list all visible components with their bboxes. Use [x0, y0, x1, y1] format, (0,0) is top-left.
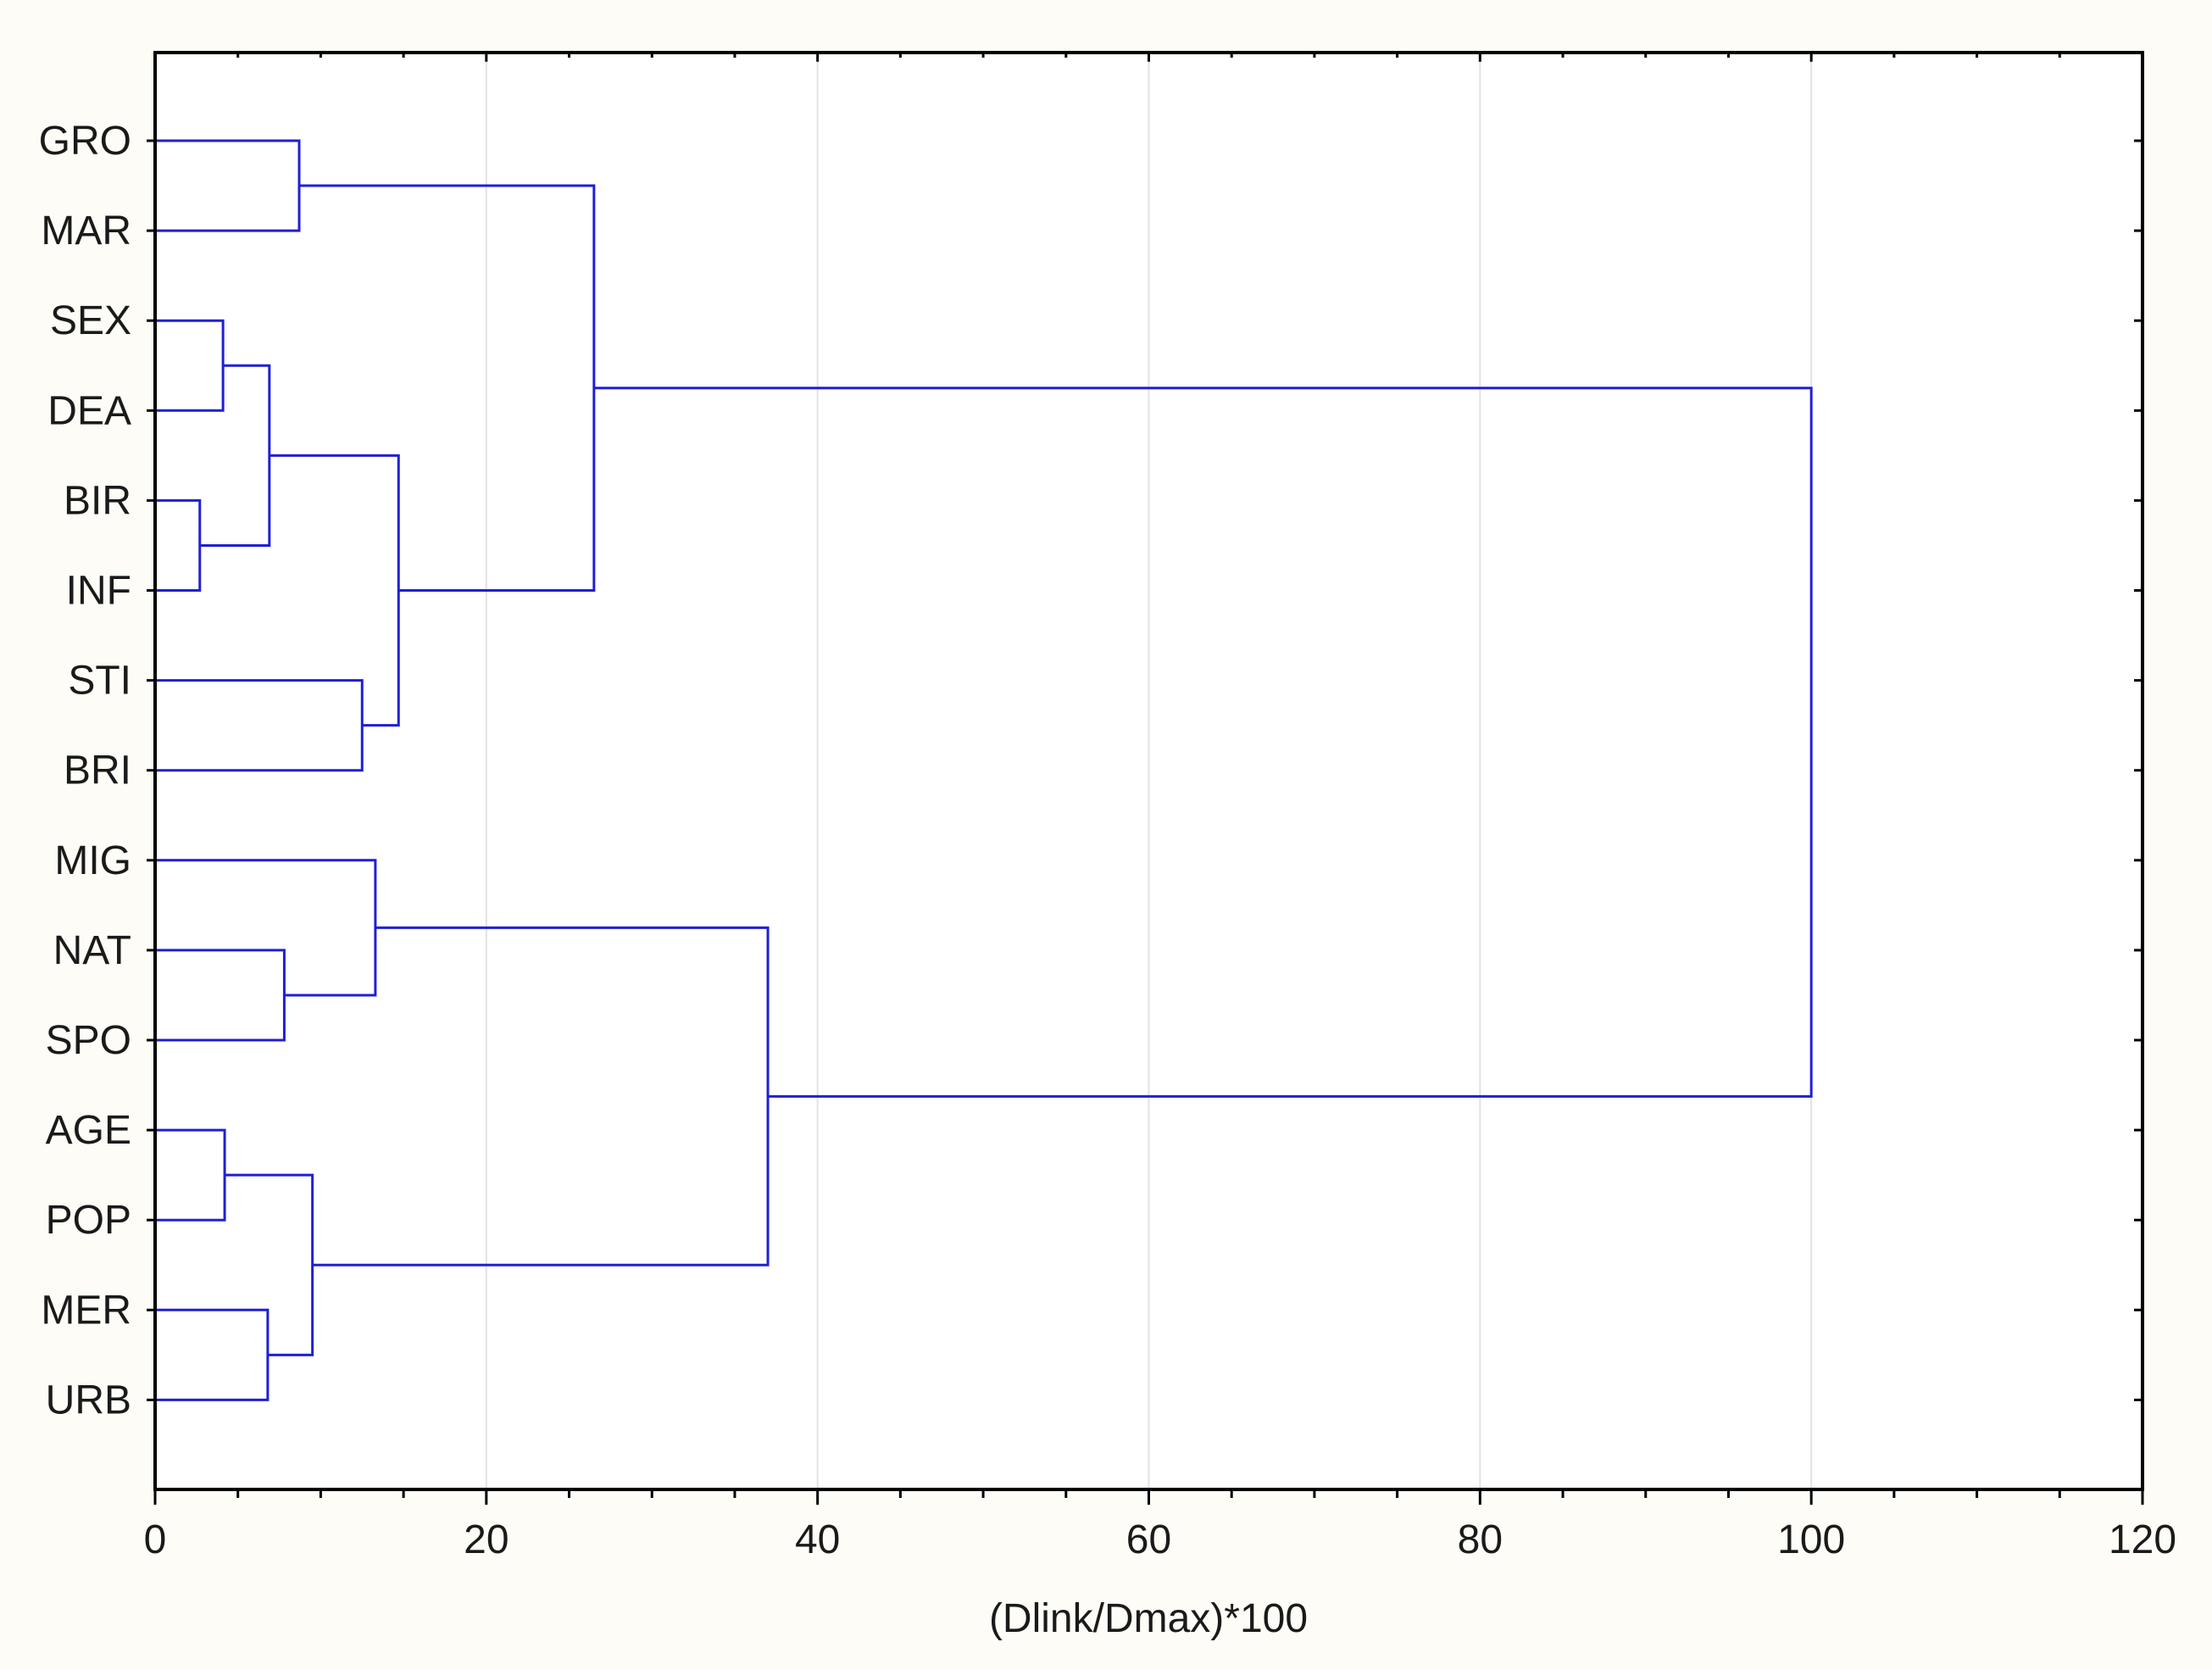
link-gro-mar-sex-dea-bir-inf-sti-bri--mig-nat-spo-age-pop-mer-urb	[593, 387, 1813, 1098]
x-tick-label-100: 100	[1777, 1517, 1845, 1562]
x-tick-label-80: 80	[1458, 1517, 1503, 1562]
leaf-label-sti: STI	[68, 659, 131, 704]
tick-labels: GRO MAR SEX DEA BIR INF STI BRI MIG NAT SPO AGE POP M…	[39, 119, 2176, 1562]
gridlines	[485, 53, 1813, 1489]
leaf-label-urb: URB	[46, 1378, 131, 1422]
leaf-label-bir: BIR	[64, 478, 131, 523]
x-tick-label-120: 120	[2109, 1517, 2176, 1562]
axis-ticks	[147, 53, 2144, 1505]
x-tick-label-60: 60	[1126, 1517, 1171, 1562]
link-path	[593, 387, 1813, 1098]
leaf-label-mar: MAR	[41, 209, 131, 253]
leaf-label-pop: POP	[46, 1198, 131, 1243]
x-axis-title: (Dlink/Dmax)*100	[989, 1596, 1308, 1641]
leaf-label-age: AGE	[46, 1108, 131, 1153]
dendrogram-links	[155, 139, 1813, 1401]
leaf-label-bri: BRI	[64, 749, 131, 793]
x-tick-label-40: 40	[795, 1517, 840, 1562]
leaf-label-mer: MER	[41, 1288, 131, 1333]
leaf-label-inf: INF	[66, 569, 131, 614]
leaf-label-mig: MIG	[54, 838, 131, 883]
leaf-label-dea: DEA	[47, 388, 131, 433]
x-tick-label-0: 0	[144, 1517, 167, 1562]
leaf-label-spo: SPO	[46, 1018, 131, 1063]
leaf-label-sex: SEX	[50, 298, 131, 343]
x-tick-label-20: 20	[464, 1517, 509, 1562]
leaf-label-gro: GRO	[39, 119, 131, 164]
leaf-label-nat: NAT	[53, 928, 131, 973]
